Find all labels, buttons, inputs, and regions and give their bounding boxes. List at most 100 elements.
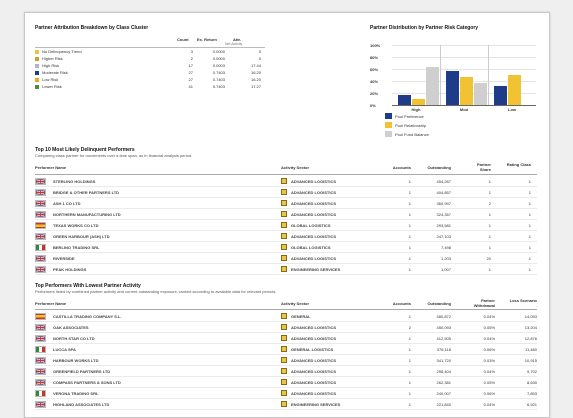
bottom_table-performer-name: OAK ASSOCIATES — [53, 325, 89, 330]
top_table-sector: GLOBAL LOGISTICS — [291, 245, 331, 250]
sector-icon — [281, 178, 287, 184]
sector-icon — [281, 346, 287, 352]
bottom-col-acc: Accounts — [392, 301, 411, 306]
chart-ytick-label: 0% — [370, 103, 376, 108]
sector-icon — [281, 211, 287, 217]
top_table-rating: 1 — [528, 256, 531, 261]
bottom_table-outstanding: 240,007 — [436, 391, 451, 396]
top-table-title: Top 10 Most Likely Delinquent Performers — [35, 147, 135, 153]
flag-icon — [35, 335, 46, 342]
top_table-share: 2 — [488, 201, 491, 206]
flag-icon — [35, 266, 46, 273]
bottom_table-performer-name: HIGHLAND ASSOCIATES LTD — [53, 402, 110, 407]
top_table-rating: 1 — [528, 234, 531, 239]
summary-label: Higher Risk — [42, 56, 63, 61]
summary-label: Moderate Risk — [42, 70, 68, 75]
chart-bar-3 — [426, 67, 439, 105]
chart-bar-2 — [412, 99, 425, 105]
sector-icon — [281, 255, 287, 261]
top_table-rating: 1 — [528, 179, 531, 184]
top_table-performer-name: PEAK HOLDINGS — [53, 267, 87, 272]
top-table-subtitle: Comparing class partner for movements ov… — [35, 153, 193, 158]
top_table-share: 1 — [488, 245, 491, 250]
flag-icon — [35, 346, 46, 353]
table-row-divider — [35, 252, 537, 253]
bottom_table-accounts: 2 — [408, 325, 411, 330]
bottom_table-performer-name: CASTILLA TRADING COMPANY S.L. — [53, 314, 122, 319]
top-col-sector: Activity Sector — [281, 165, 310, 170]
bottom-table-title: Top Performers With Lowest Partner Activ… — [35, 283, 141, 289]
top_table-sector: ADVANCED LOGISTICS — [291, 212, 337, 217]
chart-legend: Pool Preference Pool Relationship Pool Fun… — [385, 113, 535, 145]
top_table-accounts: 1 — [408, 234, 411, 239]
bottom_table-sector: ADVANCED LOGISTICS — [291, 391, 337, 396]
table-row-divider — [35, 332, 537, 333]
summary-label: No Delinquency Trend — [42, 49, 82, 54]
table-row-divider — [35, 186, 537, 187]
table-row-divider — [35, 263, 537, 264]
legend-label: Pool Preference — [395, 114, 424, 119]
bottom_table-withdrawal: 0.03% — [483, 358, 495, 363]
summary-return: 0.7403 — [212, 70, 225, 75]
bottom_table-performer-name: GREENFIELD PARTNERS LTD — [53, 369, 111, 374]
top-col-name: Performer Name — [35, 165, 67, 170]
table-row-divider — [35, 365, 537, 366]
bottom_table-outstanding: 221,840 — [436, 402, 451, 407]
top_table-share: 1 — [488, 223, 491, 228]
bottom_table-accounts: 1 — [408, 347, 411, 352]
bottom_table-withdrawal: 0.04% — [483, 402, 495, 407]
flag-icon — [35, 244, 46, 251]
summary-col-activity: Net Activity — [225, 42, 243, 46]
table-row-divider — [35, 398, 537, 399]
top_table-performer-name: BRIDGE & OTHER PARTNERS LTD — [53, 190, 120, 195]
bottom_table-sector: ENGINEERING SERVICES — [291, 402, 341, 407]
summary-return: 0.0000 — [212, 56, 225, 61]
bottom-col-sector: Activity Sector — [281, 301, 310, 306]
legend-swatch — [385, 131, 392, 137]
table-row-divider — [35, 387, 537, 388]
bottom_table-performer-name: NORTH STAR CO LTD — [53, 336, 95, 341]
top_table-share: 1 — [488, 179, 491, 184]
sector-icon — [281, 244, 287, 250]
summary-count: 17 — [188, 63, 193, 68]
bottom_table-loss: 7,893 — [526, 391, 537, 396]
top_table-sector: GLOBAL LOGISTICS — [291, 223, 331, 228]
bottom_table-loss: 9,702 — [526, 369, 537, 374]
bottom_table-accounts: 1 — [408, 314, 411, 319]
summary-attr: 17.27 — [250, 84, 261, 89]
bottom_table-accounts: 1 — [408, 358, 411, 363]
chart-ytick-label: 100% — [370, 43, 381, 48]
bottom_table-accounts: 1 — [408, 391, 411, 396]
summary-col-return: Ex. Return — [197, 37, 218, 42]
bottom-col-name: Performer Name — [35, 301, 67, 306]
bottom_table-sector: ADVANCED LOGISTICS — [291, 336, 337, 341]
bottom_table-outstanding: 412,505 — [436, 336, 451, 341]
chart-bar-1 — [446, 71, 459, 105]
chart-title: Partner Distribution by Partner Risk Cat… — [370, 25, 479, 31]
chart-xtick-label: Mod — [459, 107, 469, 112]
sector-icon — [281, 266, 287, 272]
top_table-rating: 1 — [528, 201, 531, 206]
sector-icon — [281, 401, 287, 407]
table-row-divider — [35, 354, 537, 355]
flag-icon — [35, 368, 46, 375]
table-row-divider — [35, 197, 537, 198]
summary-count: 27 — [188, 77, 193, 82]
chart-bar-2 — [508, 75, 521, 105]
top_table-accounts: 1 — [408, 179, 411, 184]
top_table-outstanding: 404,857 — [436, 190, 451, 195]
table-row-divider — [35, 321, 537, 322]
table-row-divider — [35, 409, 537, 410]
bottom_table-withdrawal: 0.05% — [483, 325, 495, 330]
summary-divider — [35, 47, 265, 48]
bottom_table-loss: 12,876 — [524, 336, 537, 341]
top_table-share: 1 — [488, 267, 491, 272]
chart-gridline — [392, 69, 536, 70]
sector-icon — [281, 233, 287, 239]
top_table-accounts: 1 — [408, 212, 411, 217]
chart-ytick-label: 40% — [370, 79, 379, 84]
table-row-divider — [35, 274, 537, 275]
top_table-sector: ADVANCED LOGISTICS — [291, 190, 337, 195]
flag-icon — [35, 200, 46, 207]
chart-gridline — [392, 45, 536, 46]
